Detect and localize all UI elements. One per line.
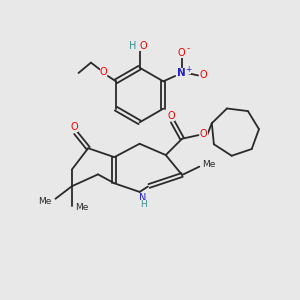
Text: H: H bbox=[129, 41, 137, 51]
Text: H: H bbox=[140, 200, 146, 209]
Text: Me: Me bbox=[38, 196, 52, 206]
Text: O: O bbox=[100, 67, 107, 76]
Text: O: O bbox=[140, 41, 147, 51]
Text: -: - bbox=[186, 44, 189, 53]
Text: O: O bbox=[199, 70, 207, 80]
Text: O: O bbox=[200, 129, 208, 139]
Text: Me: Me bbox=[202, 160, 215, 169]
Text: O: O bbox=[178, 48, 185, 58]
Text: +: + bbox=[185, 65, 191, 74]
Text: N: N bbox=[177, 68, 186, 78]
Text: Me: Me bbox=[76, 203, 89, 212]
Text: O: O bbox=[70, 122, 78, 132]
Text: N: N bbox=[140, 194, 147, 203]
Text: O: O bbox=[167, 110, 175, 121]
